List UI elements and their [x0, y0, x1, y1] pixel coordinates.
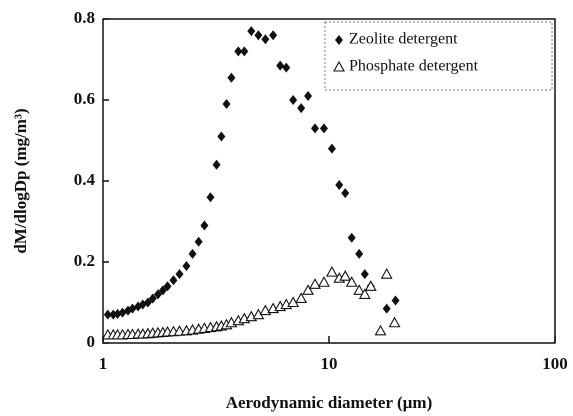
data-point	[261, 34, 270, 45]
y-tick-label: 0.6	[74, 89, 95, 108]
data-point	[143, 297, 152, 308]
data-point	[234, 46, 243, 57]
data-point	[364, 280, 377, 291]
data-point	[182, 261, 191, 272]
data-point	[353, 284, 366, 295]
data-point	[259, 304, 272, 316]
data-point	[391, 295, 400, 306]
data-point	[240, 46, 249, 57]
data-point	[153, 289, 162, 300]
data-point	[269, 30, 278, 41]
data-point	[227, 72, 236, 83]
x-tick-label: 100	[542, 354, 568, 373]
data-point	[222, 99, 231, 110]
y-tick-label: 0.2	[74, 251, 95, 270]
data-point	[310, 123, 319, 134]
data-point	[163, 281, 172, 292]
data-point	[188, 248, 197, 259]
data-point	[319, 123, 328, 134]
legend-marker	[335, 35, 343, 45]
data-point	[148, 293, 157, 304]
data-point	[304, 90, 313, 101]
data-point	[276, 60, 285, 71]
y-tick-label: 0.4	[74, 170, 96, 189]
y-axis-title: dM/dlogDp (mg/m³)	[11, 108, 30, 253]
data-point	[295, 292, 308, 303]
data-point	[103, 309, 112, 320]
data-point	[206, 192, 215, 203]
legend-box	[324, 21, 553, 91]
legend-label: Phosphate detergent	[349, 58, 479, 75]
data-point	[217, 131, 226, 142]
data-point	[327, 143, 336, 154]
data-point	[302, 284, 315, 295]
x-tick-label: 10	[321, 354, 338, 373]
data-point	[325, 265, 338, 277]
data-point	[297, 103, 306, 114]
y-tick-label: 0	[87, 332, 96, 351]
data-point	[212, 159, 221, 170]
data-point	[335, 180, 344, 191]
data-point	[374, 324, 387, 336]
data-point	[287, 296, 300, 308]
data-point	[282, 62, 291, 73]
data-point	[358, 288, 371, 299]
data-point	[309, 278, 321, 289]
data-point	[341, 188, 350, 199]
data-point	[254, 30, 263, 41]
data-point	[360, 269, 369, 280]
data-point	[318, 276, 330, 287]
data-point	[128, 303, 137, 314]
data-point	[247, 26, 256, 37]
data-point	[339, 270, 352, 281]
data-point	[355, 248, 364, 259]
data-point	[345, 276, 358, 287]
y-tick-label: 0.8	[74, 8, 95, 27]
data-point	[194, 236, 203, 247]
data-point	[380, 268, 393, 279]
legend-marker	[333, 60, 345, 72]
data-point	[388, 316, 401, 328]
data-point	[200, 220, 209, 231]
x-axis-title: Aerodynamic diameter (µm)	[226, 393, 433, 412]
data-point	[169, 275, 178, 286]
data-point	[347, 232, 356, 243]
legend-label: Zeolite detergent	[349, 31, 458, 48]
data-point	[289, 95, 298, 105]
data-point	[175, 269, 184, 280]
data-point	[382, 303, 391, 314]
x-tick-label: 1	[99, 354, 108, 373]
